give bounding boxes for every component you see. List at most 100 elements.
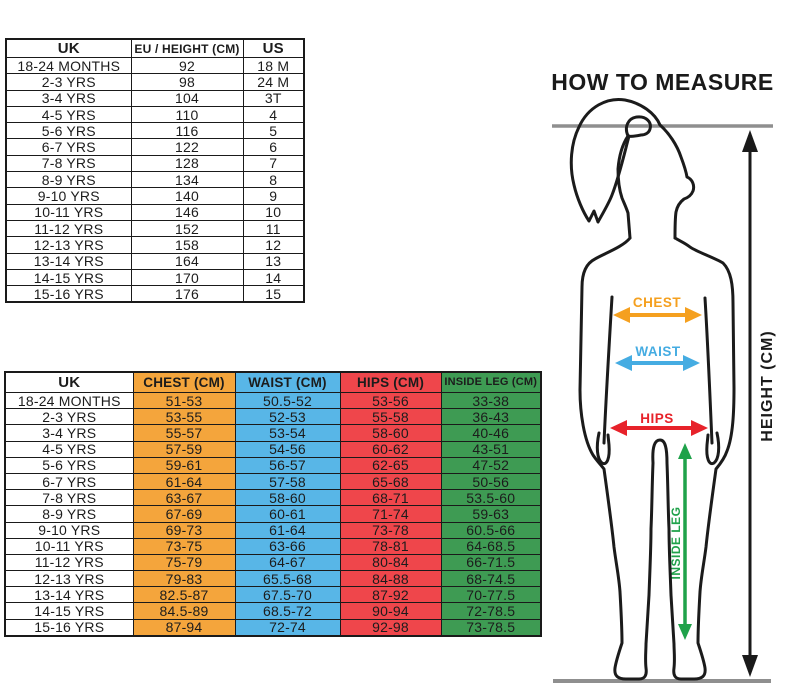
table-cell: 14 <box>242 268 305 287</box>
table-cell: 12 <box>242 236 305 254</box>
table-cell: 53-56 <box>339 391 442 410</box>
table-cell: 10 <box>242 203 305 221</box>
table-cell: 66-71.5 <box>440 553 542 572</box>
age-height-size-table: UK EU / HEIGHT (CM) US 18-24 MONTHS 92 18 M 2-… <box>5 38 305 304</box>
table-cell: 4 <box>242 105 305 124</box>
table-row: 2-3 YRS 53-55 52-53 55-58 36-43 <box>4 408 542 426</box>
table-cell: 18-24 MONTHS <box>4 391 134 410</box>
table-cell: 53.5-60 <box>440 489 542 507</box>
table-cell: 72-78.5 <box>440 602 542 620</box>
table-cell: 90-94 <box>339 602 442 620</box>
table-cell: 73-75 <box>132 537 236 555</box>
table-cell: 69-73 <box>132 521 236 539</box>
table-cell: 10-11 YRS <box>5 203 132 221</box>
table-cell: 8 <box>242 171 305 189</box>
table-cell: 11-12 YRS <box>4 553 134 572</box>
header-row: UK CHEST (CM) WAIST (CM) HIPS (CM) INSIDE LE… <box>4 371 542 393</box>
waist-label: WAIST <box>635 344 681 359</box>
face-right-line <box>658 123 696 240</box>
table-row: 10-11 YRS 73-75 63-66 78-81 64-68.5 <box>4 537 542 555</box>
chest-label: CHEST <box>632 295 682 310</box>
table-cell: 7-8 YRS <box>4 489 134 507</box>
table-cell: 15-16 YRS <box>5 285 132 303</box>
table-cell: 8-9 YRS <box>5 171 132 189</box>
table-cell: 57-58 <box>234 472 341 491</box>
table-row: 2-3 YRS 98 24 M <box>5 73 305 91</box>
table-cell: 62-65 <box>339 456 442 474</box>
table-cell: 92 <box>130 56 244 75</box>
table-row: 8-9 YRS 67-69 60-61 71-74 59-63 <box>4 505 542 523</box>
ponytail-tie <box>624 115 652 138</box>
table-cell: 65.5-68 <box>234 570 341 588</box>
table-cell: 7-8 YRS <box>5 154 132 173</box>
table-cell: 164 <box>130 252 244 270</box>
table-row: 11-12 YRS 75-79 64-67 80-84 66-71.5 <box>4 553 542 572</box>
table-row: 14-15 YRS 170 14 <box>5 268 305 287</box>
table-cell: 9-10 YRS <box>5 187 132 205</box>
table-cell: 72-74 <box>234 618 341 637</box>
table-cell: 6 <box>242 138 305 156</box>
table-cell: 75-79 <box>132 553 236 572</box>
table-row: 8-9 YRS 134 8 <box>5 171 305 189</box>
table-cell: 170 <box>130 268 244 287</box>
table-cell: 87-92 <box>339 586 442 604</box>
left-hand <box>595 431 611 466</box>
table-row: 15-16 YRS 87-94 72-74 92-98 73-78.5 <box>4 618 542 637</box>
table-cell: 18 M <box>242 56 305 75</box>
table-cell: 176 <box>130 285 244 303</box>
table-cell: 55-57 <box>132 424 236 442</box>
height-arrow <box>742 130 758 677</box>
table-cell: 78-81 <box>339 537 442 555</box>
table-cell: 71-74 <box>339 505 442 523</box>
column-header: US <box>242 38 305 58</box>
table-cell: 43-51 <box>440 440 542 458</box>
table-cell: 63-67 <box>132 489 236 507</box>
table-cell: 73-78.5 <box>440 618 542 637</box>
table-cell: 63-66 <box>234 537 341 555</box>
table-cell: 65-68 <box>339 472 442 491</box>
table-cell: 13 <box>242 252 305 270</box>
table-cell: 56-57 <box>234 456 341 474</box>
table-cell: 53-54 <box>234 424 341 442</box>
table-cell: 47-52 <box>440 456 542 474</box>
table-cell: 5 <box>242 122 305 140</box>
table-cell: 84.5-89 <box>132 602 236 620</box>
table-cell: 50-56 <box>440 472 542 491</box>
table-cell: 60-62 <box>339 440 442 458</box>
table-cell: 104 <box>130 89 244 107</box>
table-row: 7-8 YRS 63-67 58-60 68-71 53.5-60 <box>4 489 542 507</box>
inside-leg-arrow <box>678 443 692 640</box>
table-cell: 11 <box>242 219 305 238</box>
table-cell: 11-12 YRS <box>5 219 132 238</box>
table-cell: 61-64 <box>234 521 341 539</box>
table-row: 14-15 YRS 84.5-89 68.5-72 90-94 72-78.5 <box>4 602 542 620</box>
table-cell: 98 <box>130 73 244 91</box>
column-header: CHEST (CM) <box>132 371 236 393</box>
left-inner-arm-line <box>602 295 614 445</box>
table-cell: 110 <box>130 105 244 124</box>
table-cell: 13-14 YRS <box>5 252 132 270</box>
right-inner-arm-line <box>703 296 714 445</box>
table-cell: 122 <box>130 138 244 156</box>
table-cell: 67-69 <box>132 505 236 523</box>
table-row: 9-10 YRS 140 9 <box>5 187 305 205</box>
table-cell: 40-46 <box>440 424 542 442</box>
chest-arrow <box>613 307 702 323</box>
table-cell: 52-53 <box>234 408 341 426</box>
table-row: 7-8 YRS 128 7 <box>5 154 305 173</box>
table-row: 18-24 MONTHS 51-53 50.5-52 53-56 33-38 <box>4 391 542 410</box>
body-measurements-table: UK CHEST (CM) WAIST (CM) HIPS (CM) INSIDE LE… <box>4 371 542 637</box>
right-hand <box>705 431 721 466</box>
column-header: INSIDE LEG (CM) <box>440 371 542 393</box>
table-cell: 24 M <box>242 73 305 91</box>
table-cell: 61-64 <box>132 472 236 491</box>
table-cell: 5-6 YRS <box>5 122 132 140</box>
table-cell: 60.5-66 <box>440 521 542 539</box>
table-cell: 14-15 YRS <box>5 268 132 287</box>
table-cell: 68-71 <box>339 489 442 507</box>
table-cell: 14-15 YRS <box>4 602 134 620</box>
table-row: 13-14 YRS 164 13 <box>5 252 305 270</box>
table-row: 12-13 YRS 79-83 65.5-68 84-88 68-74.5 <box>4 570 542 588</box>
table-cell: 51-53 <box>132 391 236 410</box>
table-cell: 10-11 YRS <box>4 537 134 555</box>
